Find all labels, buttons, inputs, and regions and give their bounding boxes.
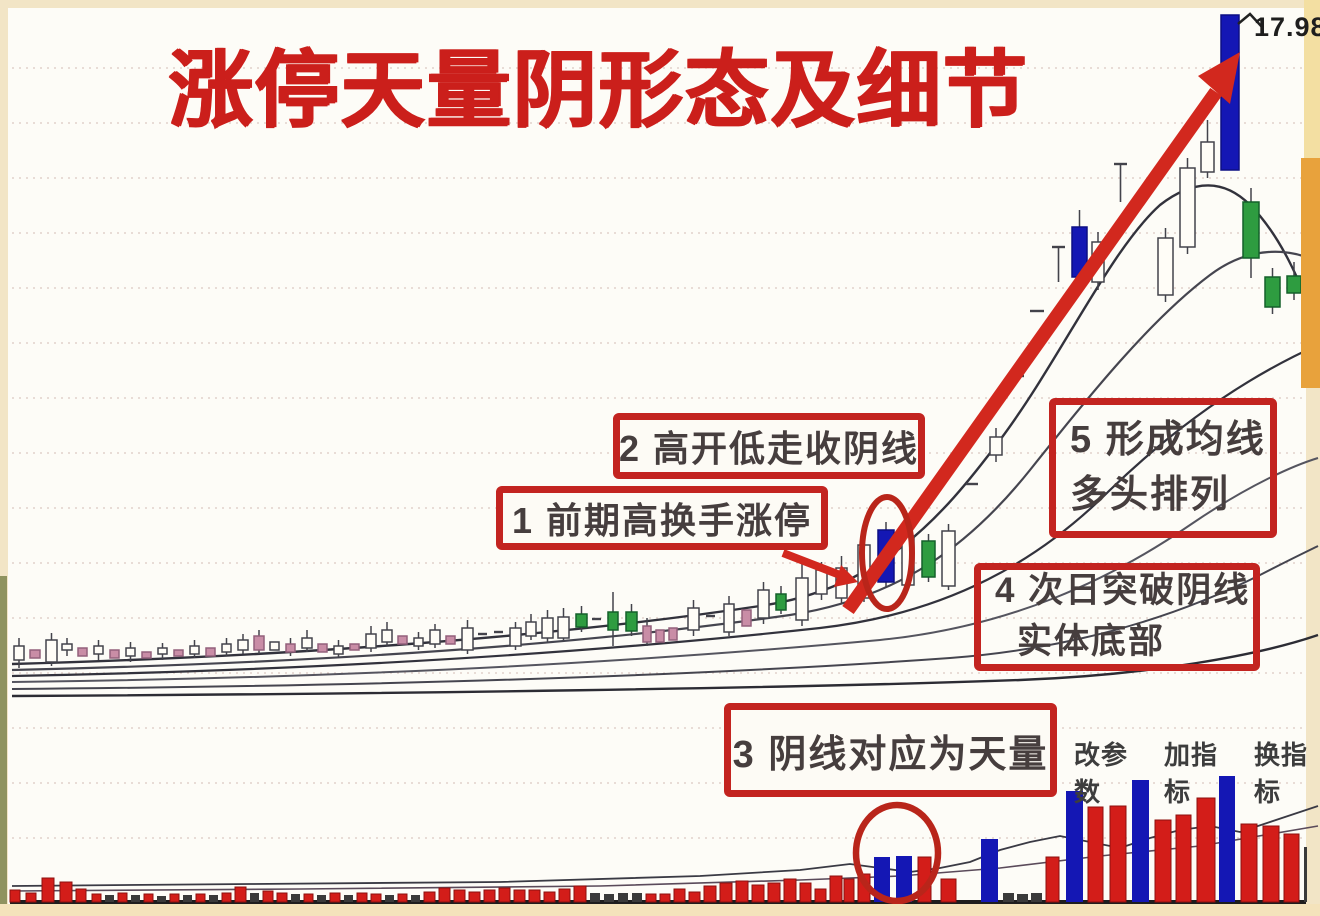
callout-3-text: 3 阴线对应为天量: [732, 733, 1049, 776]
add-indicator-button[interactable]: 加指标: [1164, 740, 1219, 807]
callout-2-text: 2 高开低走收阴线: [618, 428, 920, 469]
price-label: 17.98: [1254, 12, 1320, 42]
callout-box-5: 5 形成均线 多头排列: [1049, 398, 1277, 538]
callout-1-text: 1 前期高换手涨停: [511, 500, 813, 541]
candle-highlight-circle: [859, 494, 915, 612]
left-edge-strip: [0, 576, 7, 904]
callout-4-line1: 4 次日突破阴线: [995, 571, 1251, 611]
volume-highlight-circle: [852, 801, 942, 905]
switch-indicator-button[interactable]: 换指标: [1254, 740, 1309, 807]
bottom-border: [0, 904, 1320, 916]
right-strip-orange: [1301, 158, 1320, 388]
candlesticks: [13, 14, 1302, 668]
page-title: 涨停天量阴形态及细节: [168, 43, 1029, 137]
callout-4-line2: 实体底部: [1017, 622, 1166, 661]
annotation-shapes: [781, 12, 1263, 905]
price-pointer-line: [1237, 12, 1263, 28]
indicator-toolbar: 改参数 加指标 换指标: [1074, 735, 1320, 809]
callout-5-line1: 5 形成均线: [1070, 418, 1266, 461]
callout-5-line2: 多头排列: [1070, 474, 1231, 516]
pointer-arrow-icon: [781, 549, 858, 587]
callout-box-2: 2 高开低走收阴线: [613, 413, 925, 479]
right-strip-yellow: [1304, 0, 1320, 158]
volume-bars: [9, 776, 1307, 904]
callout-box-4: 4 次日突破阴线 实体底部: [974, 563, 1260, 671]
callout-box-1: 1 前期高换手涨停: [496, 486, 828, 550]
change-params-button[interactable]: 改参数: [1074, 740, 1129, 807]
callout-box-3: 3 阴线对应为天量: [724, 703, 1057, 797]
